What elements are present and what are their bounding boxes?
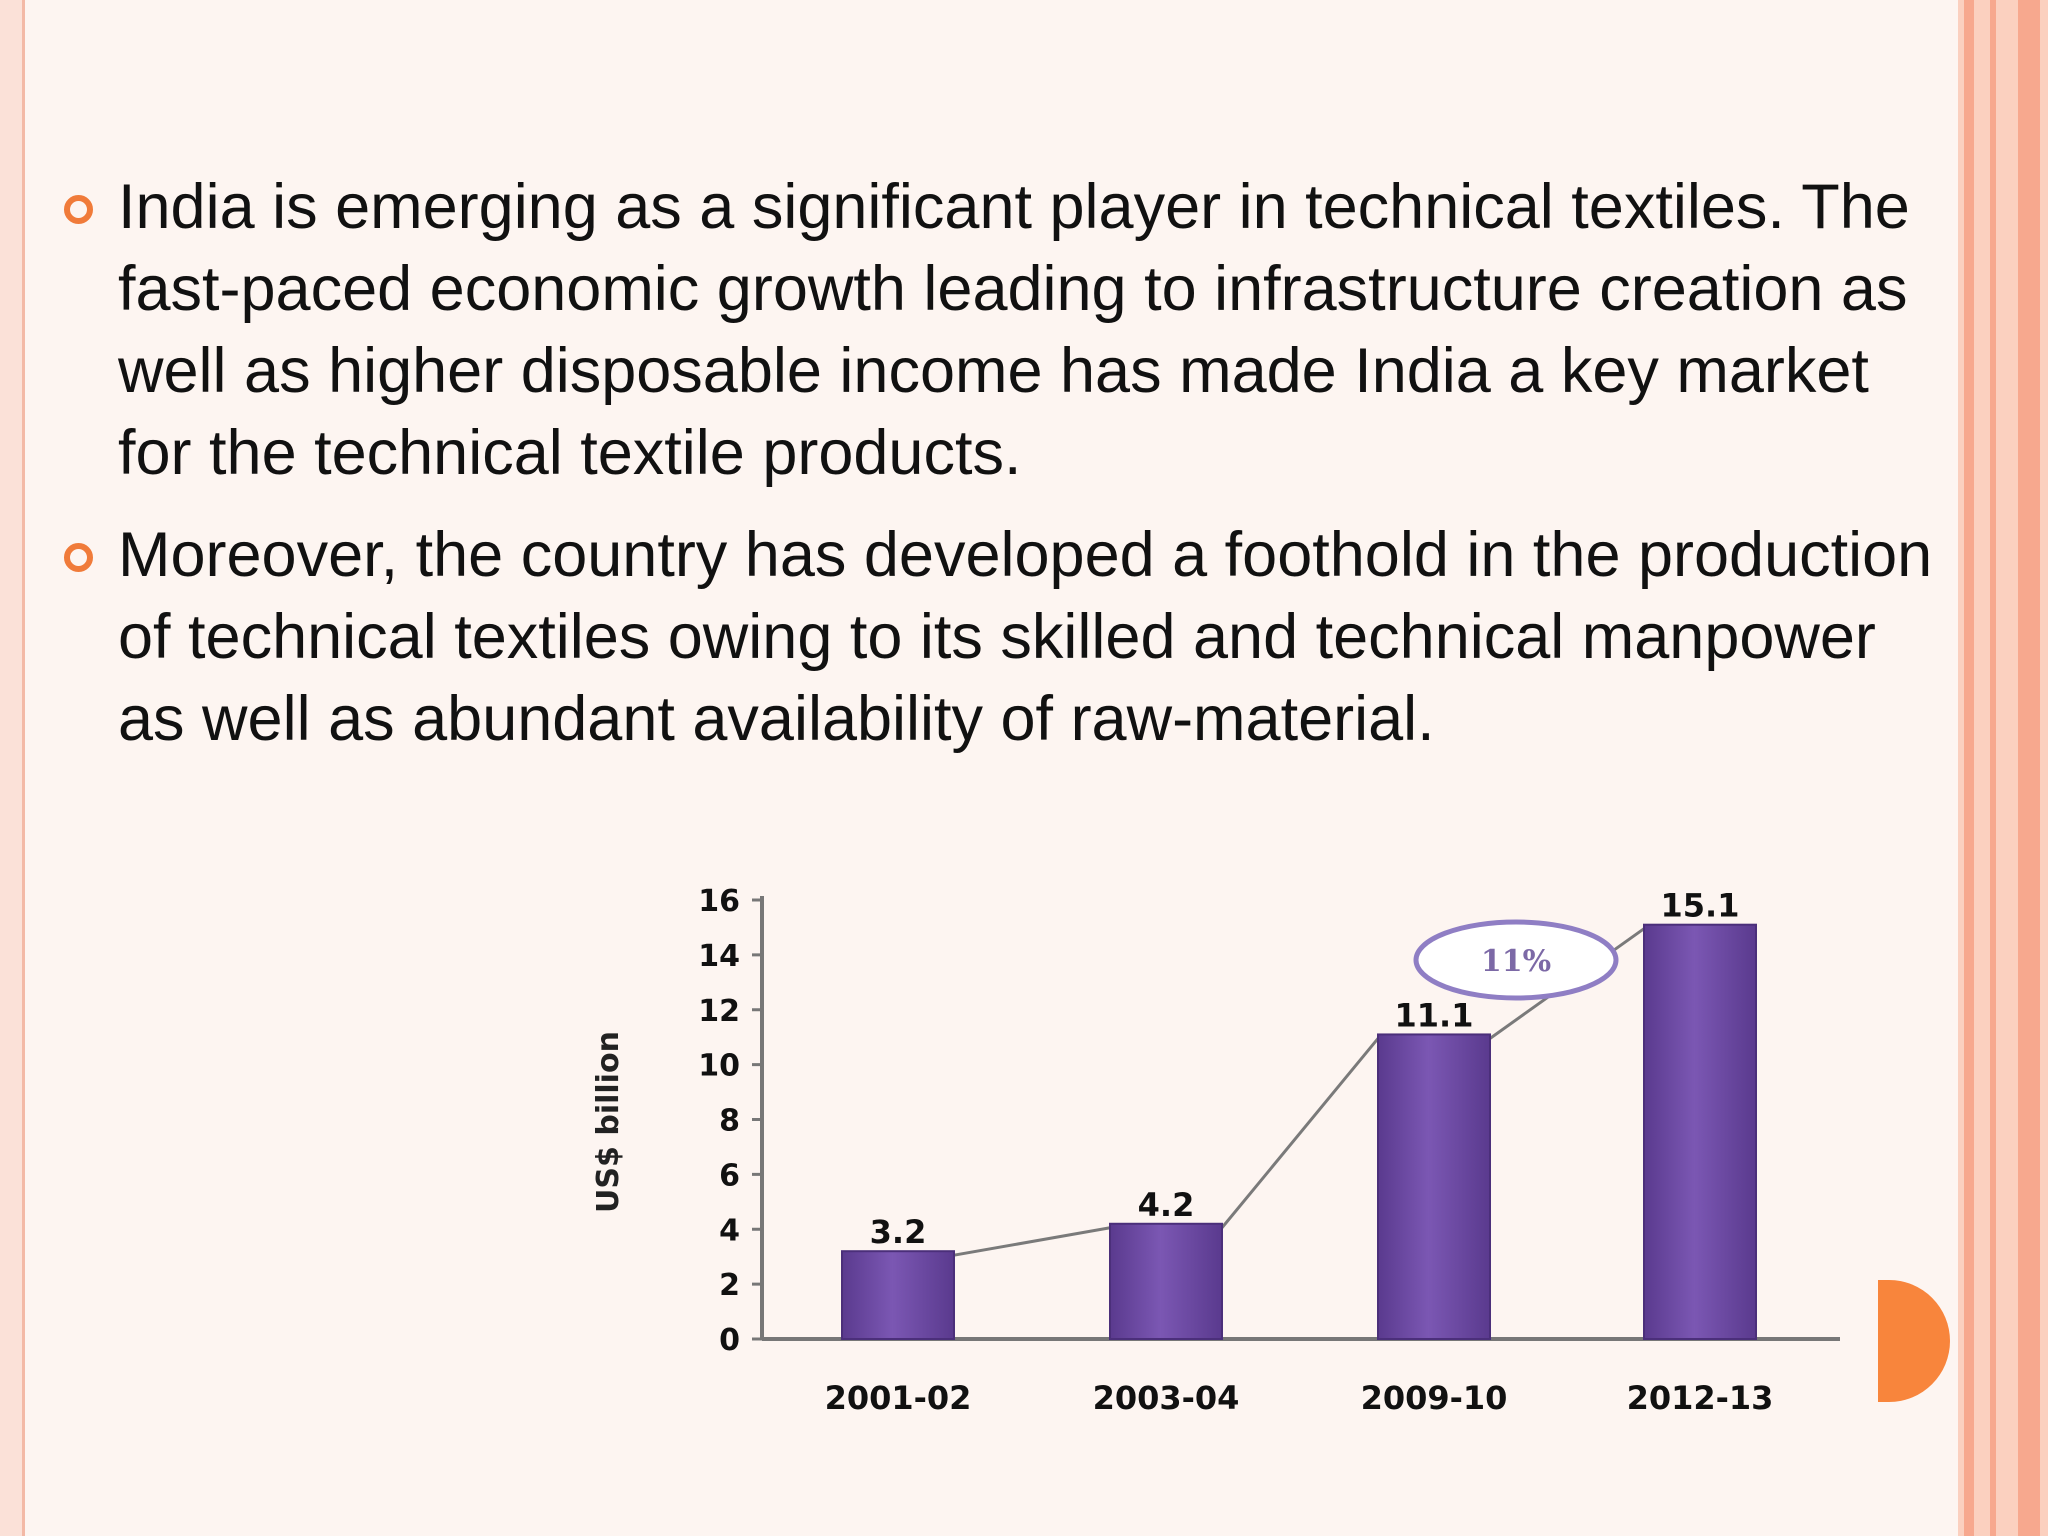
textile-market-chart: US$ billion 0 2 4 6 8 10 12 14 16 3.2 2001-02 4.2 20…	[570, 872, 1860, 1432]
bullet-circle-icon	[64, 195, 93, 224]
y-tick-label: 12	[698, 994, 740, 1029]
bullet-circle-icon	[64, 543, 93, 572]
bar	[841, 1250, 955, 1341]
right-frame-stripe	[2018, 0, 2040, 1536]
bullet-text: Moreover, the country has developed a fo…	[118, 520, 1933, 754]
category-label: 2012-13	[1627, 1379, 1774, 1417]
growth-annotation-text: 11%	[1481, 944, 1551, 979]
y-tick-label: 16	[698, 884, 740, 919]
category-label: 2001-02	[825, 1379, 972, 1417]
y-tick-label: 4	[719, 1213, 740, 1248]
left-frame-border	[0, 0, 25, 1536]
data-label: 15.1	[1661, 887, 1740, 925]
y-tick-label: 14	[698, 939, 740, 974]
bullet-text: India is emerging as a significant playe…	[118, 172, 1910, 488]
bullet-list: India is emerging as a significant playe…	[56, 166, 1936, 780]
category-label: 2003-04	[1093, 1379, 1240, 1417]
data-label: 3.2	[870, 1213, 927, 1251]
y-tick-label: 2	[719, 1268, 740, 1303]
bar	[1377, 1033, 1491, 1340]
bar	[1643, 923, 1757, 1340]
y-tick-label: 6	[719, 1158, 740, 1193]
y-axis-label: US$ billion	[591, 1031, 626, 1213]
bar	[1109, 1222, 1223, 1341]
growth-annotation-oval	[1413, 919, 1619, 1001]
slide-background	[25, 0, 1958, 1536]
data-label: 4.2	[1138, 1186, 1195, 1224]
y-tick-label: 8	[719, 1104, 740, 1139]
y-tick-label: 10	[698, 1049, 740, 1084]
right-frame-stripe	[1990, 0, 1996, 1536]
y-tick-label: 0	[719, 1323, 740, 1358]
right-frame-border	[1958, 0, 2048, 1536]
right-frame-stripe	[1964, 0, 1974, 1536]
data-label: 11.1	[1395, 996, 1474, 1034]
bullet-item: Moreover, the country has developed a fo…	[56, 514, 1936, 760]
chart-svg: US$ billion 0 2 4 6 8 10 12 14 16 3.2 2001-02 4.2 20…	[591, 884, 1840, 1417]
connecting-line	[953, 927, 1645, 1257]
bullet-item: India is emerging as a significant playe…	[56, 166, 1936, 494]
category-label: 2009-10	[1361, 1379, 1508, 1417]
